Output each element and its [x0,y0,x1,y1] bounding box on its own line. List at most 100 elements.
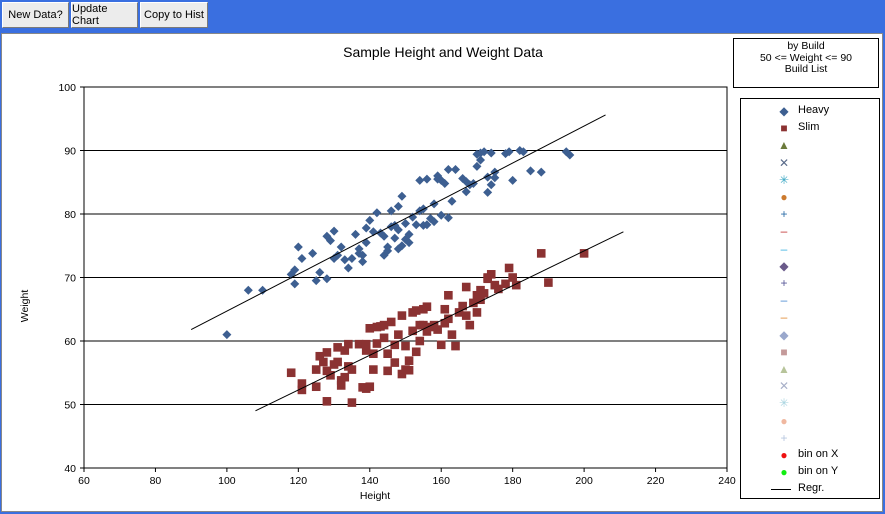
heavy-point [343,263,353,273]
slim-point [336,381,346,390]
heavy-point [336,242,346,252]
copy-to-hist-button[interactable]: Copy to Hist [140,2,208,28]
x-tick-label: 240 [718,475,736,487]
slim-point [333,343,342,352]
legend-item: + [741,430,879,446]
legend-marker-icon [771,482,791,496]
legend-marker-icon: ◆ [779,258,789,273]
slim-point [536,249,546,258]
y-tick-label: 70 [64,273,76,285]
heavy-point [486,180,496,190]
slim-point [297,379,307,388]
slim-point [479,289,489,298]
legend-item: ✕ [741,378,879,394]
legend-label: bin on X [798,448,839,460]
legend-marker-icon: + [780,430,788,445]
slim-point [311,382,321,392]
slim-point [344,339,353,349]
new-data-button[interactable]: New Data? [2,2,69,28]
legend-marker-icon: ● [780,448,788,462]
slim-point [369,365,378,374]
heavy-point [436,210,446,220]
legend-marker-icon: + [780,276,788,290]
slim-point [347,398,357,407]
legend-marker-icon: ✕ [778,155,790,170]
slim-point [408,326,417,336]
slim-point [476,295,485,305]
chart-title: Sample Height and Weight Data [343,44,543,60]
slim-point [544,278,553,287]
legend-marker-icon: ■ [780,344,788,359]
slim-point [472,308,482,317]
heavy-point [508,175,518,185]
legend-item: ▲ [741,137,879,153]
heavy-point [479,147,489,157]
heavy-point [350,229,360,239]
slim-point [361,339,371,349]
heavy-point [386,206,396,216]
slim-point [429,320,439,330]
heavy-point [504,147,514,157]
legend-label: Heavy [798,104,830,116]
x-tick-label: 140 [361,475,379,487]
slim-point [461,311,471,320]
legend-marker-icon: – [780,293,788,308]
heavy-point [222,330,232,340]
slim-point [286,368,296,378]
y-tick-label: 80 [64,209,76,221]
slim-point [365,324,375,333]
x-tick-label: 160 [432,475,450,487]
legend-marker-icon: ▲ [778,138,790,153]
chart-sheet [1,33,883,512]
slim-point [465,320,475,330]
heavy-point [297,253,307,263]
slim-point [444,290,453,300]
slim-point [483,274,492,284]
slim-point [440,318,450,328]
slim-point [397,369,407,379]
x-tick-label: 80 [150,475,162,487]
y-tick-label: 60 [64,336,76,348]
slim-point [469,298,478,308]
slim-point [422,302,432,312]
slim-point [486,270,496,279]
x-tick-label: 100 [218,475,236,487]
slim-point [361,346,371,355]
legend-item: Regr. [741,481,879,497]
legend-marker-icon: ● [780,465,788,480]
x-tick-label: 60 [78,475,90,487]
slim-point [494,284,503,294]
slim-point [365,382,375,392]
legend-item: – [741,241,879,257]
heavy-point [361,223,371,233]
slim-point [379,333,389,343]
slim-point [579,249,589,258]
y-tick-label: 40 [64,463,76,475]
legend-item: ■ Slim [741,120,879,136]
slim-point [404,356,414,365]
slim-point [379,320,389,330]
heavy-point [447,196,457,206]
slim-point [472,290,482,300]
x-tick-label: 200 [575,475,593,487]
heavy-point [440,179,450,189]
y-tick-label: 90 [64,146,76,158]
legend-item: + [741,206,879,222]
heavy-point [401,219,410,229]
legend-marker-icon: – [780,224,788,239]
slim-point [501,279,510,289]
heavy-point [408,212,418,222]
slim-point [333,357,342,367]
heavy-point [451,165,461,175]
slim-point [311,365,321,374]
x-axis-label: Height [360,490,390,502]
heavy-point [315,267,325,277]
legend-marker-icon: ■ [780,121,788,136]
legend-marker-icon: ▲ [778,362,790,376]
build-filter-line2: 50 <= Weight <= 90 [759,51,853,64]
update-chart-button[interactable]: Update Chart [71,2,138,28]
heavy-point [290,279,300,289]
heavy-point [311,276,321,286]
heavy-point [565,150,575,160]
slim-point [319,357,328,367]
